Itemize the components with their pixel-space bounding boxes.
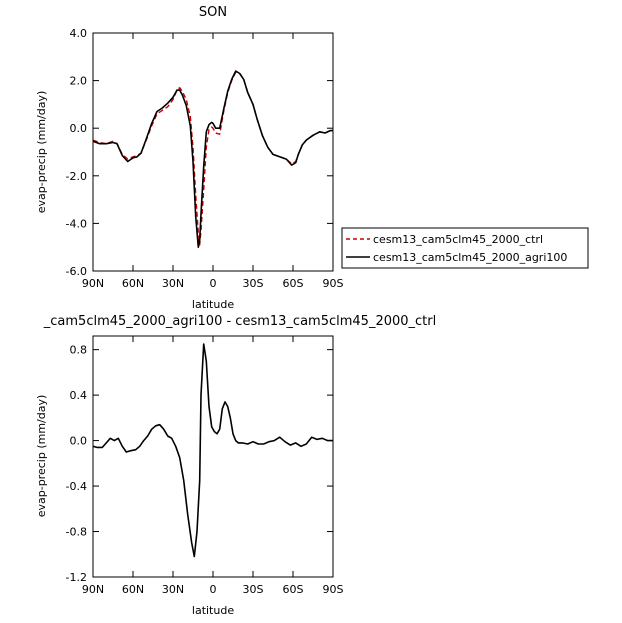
legend-label-ctrl: cesm13_cam5clm45_2000_ctrl bbox=[373, 233, 543, 246]
bottom-panel-y-label: evap-precip (mm/day) bbox=[35, 395, 48, 518]
bottom-panel-x-label: latitude bbox=[192, 604, 234, 617]
top-panel-frame bbox=[92, 32, 334, 272]
y-tick-label: 0.8 bbox=[70, 344, 88, 357]
x-tick-label: 90S bbox=[323, 583, 344, 596]
x-tick-label: 0 bbox=[210, 277, 217, 290]
y-tick-label: 0.4 bbox=[70, 389, 88, 402]
x-tick-label: 60N bbox=[122, 583, 144, 596]
top-panel-y-axis: -6.0 -4.0 -2.0 0.0 2.0 4.0 bbox=[66, 27, 333, 278]
bottom-panel-y-axis: -1.2 -0.8 -0.4 0.0 0.4 0.8 bbox=[66, 344, 333, 584]
y-tick-label: -6.0 bbox=[66, 265, 87, 278]
bottom-panel-series bbox=[92, 343, 333, 558]
series-line-1-0 bbox=[92, 343, 333, 558]
bottom-panel-frame bbox=[92, 335, 334, 578]
y-tick-label: -2.0 bbox=[66, 170, 87, 183]
bottom-panel-title: _cam5clm45_2000_agri100 - cesm13_cam5clm… bbox=[43, 314, 436, 329]
x-tick-label: 30S bbox=[243, 277, 264, 290]
x-tick-label: 90S bbox=[323, 277, 344, 290]
y-tick-label: 4.0 bbox=[70, 27, 88, 40]
y-tick-label: 2.0 bbox=[70, 75, 88, 88]
y-tick-label: 0.0 bbox=[70, 435, 88, 448]
top-panel-x-label: latitude bbox=[192, 298, 234, 311]
x-tick-label: 0 bbox=[210, 583, 217, 596]
x-tick-label: 60S bbox=[283, 583, 304, 596]
y-tick-label: -4.0 bbox=[66, 217, 87, 230]
top-panel-x-axis: 90N 60N 30N 0 30S 60S 90S bbox=[82, 33, 344, 290]
top-panel-title: SON bbox=[199, 5, 227, 20]
legend-box bbox=[341, 227, 589, 269]
top-panel: SON -6.0 -4.0 -2.0 0.0 2.0 4.0 90N 60N 30N 0 30S 6… bbox=[35, 5, 344, 311]
x-tick-label: 30N bbox=[162, 277, 184, 290]
y-tick-label: -0.4 bbox=[66, 480, 87, 493]
y-tick-label: 0.0 bbox=[70, 122, 88, 135]
top-panel-series bbox=[92, 70, 333, 248]
bottom-panel-x-axis: 90N 60N 30N 0 30S 60S 90S bbox=[82, 336, 344, 596]
series-line-0-1 bbox=[92, 70, 333, 248]
y-tick-label: -1.2 bbox=[66, 571, 87, 584]
x-tick-label: 90N bbox=[82, 583, 104, 596]
x-tick-label: 30S bbox=[243, 583, 264, 596]
top-panel-y-label: evap-precip (mm/day) bbox=[35, 91, 48, 214]
legend: cesm13_cam5clm45_2000_ctrl cesm13_cam5cl… bbox=[341, 227, 589, 269]
bottom-panel: _cam5clm45_2000_agri100 - cesm13_cam5clm… bbox=[35, 314, 436, 617]
x-tick-label: 90N bbox=[82, 277, 104, 290]
x-tick-label: 60S bbox=[283, 277, 304, 290]
x-tick-label: 30N bbox=[162, 583, 184, 596]
y-tick-label: -0.8 bbox=[66, 526, 87, 539]
legend-label-agri100: cesm13_cam5clm45_2000_agri100 bbox=[373, 251, 567, 264]
x-tick-label: 60N bbox=[122, 277, 144, 290]
